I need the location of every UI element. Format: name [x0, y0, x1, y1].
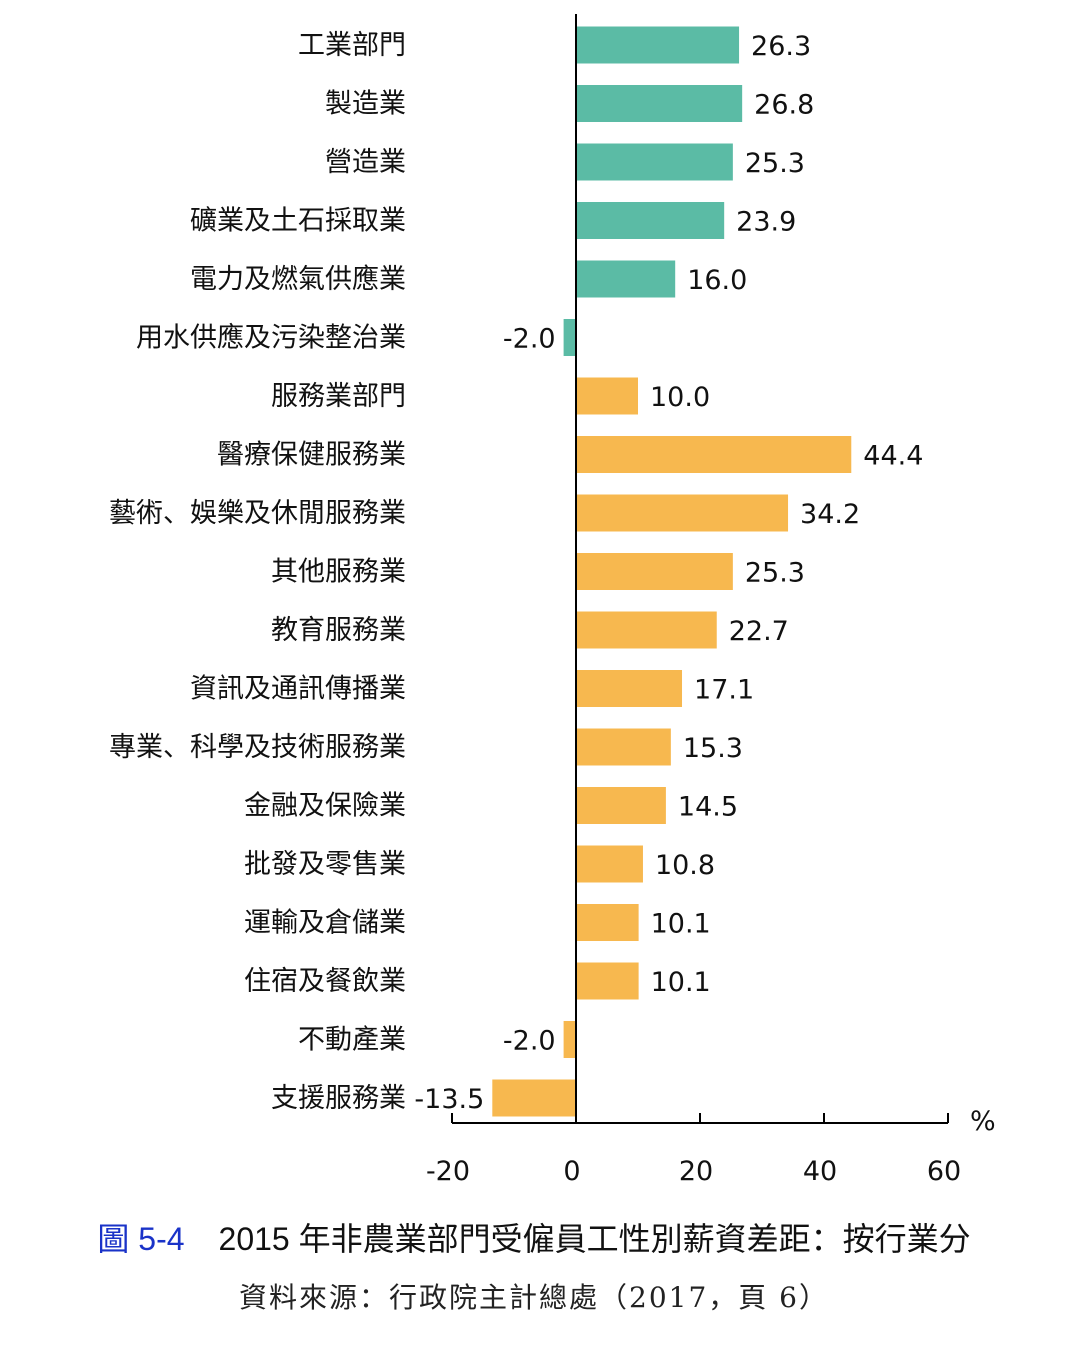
category-label: 教育服務業 — [271, 615, 406, 646]
category-label: 營造業 — [325, 147, 406, 178]
value-label: 17.1 — [694, 675, 754, 706]
bar — [576, 611, 717, 649]
value-label: 10.0 — [650, 382, 710, 413]
bar — [576, 202, 725, 239]
x-tick-label: 20 — [679, 1156, 713, 1187]
title-text: 2015 年非農業部門受僱員工性別薪資差距：按行業分 — [218, 1221, 971, 1257]
x-tick-label: 0 — [563, 1156, 580, 1187]
x-tick-label: 40 — [803, 1156, 837, 1187]
value-label: -2.0 — [503, 324, 556, 355]
value-label: 34.2 — [800, 499, 860, 530]
value-label: 16.0 — [687, 265, 747, 296]
value-label: 10.8 — [655, 850, 715, 881]
bar — [576, 962, 639, 1000]
bar — [576, 26, 740, 64]
value-label: 25.3 — [745, 558, 805, 589]
category-label: 礦業及土石採取業 — [190, 206, 406, 237]
value-label: -13.5 — [414, 1084, 484, 1115]
bar — [576, 787, 666, 824]
bar — [576, 553, 733, 590]
category-label: 醫療保健服務業 — [217, 440, 406, 471]
bar — [563, 1021, 576, 1058]
bar — [563, 319, 576, 356]
bar — [576, 728, 671, 766]
category-label: 資訊及通訊傳播業 — [190, 674, 406, 705]
value-label: 23.9 — [736, 207, 796, 238]
bar — [576, 377, 638, 415]
x-tick-label: 60 — [927, 1156, 961, 1187]
bar — [576, 845, 643, 883]
value-label: 44.4 — [863, 441, 923, 472]
bar — [576, 143, 733, 181]
bar — [576, 260, 676, 298]
category-label: 住宿及餐飲業 — [244, 966, 406, 997]
value-label: 26.8 — [754, 90, 814, 121]
bar — [492, 1079, 576, 1117]
category-label: 用水供應及污染整治業 — [136, 323, 406, 354]
x-tick-label: -20 — [426, 1156, 470, 1187]
value-label: 25.3 — [745, 148, 805, 179]
bar — [576, 494, 789, 532]
chart-title: 圖 5-4 2015 年非農業部門受僱員工性別薪資差距：按行業分 — [0, 1214, 1068, 1260]
bar — [576, 436, 852, 473]
bar — [576, 85, 743, 122]
value-label: 14.5 — [678, 792, 738, 823]
category-label: 工業部門 — [298, 30, 406, 61]
category-label: 製造業 — [325, 89, 406, 120]
bar — [576, 670, 683, 707]
category-label: 服務業部門 — [271, 381, 406, 412]
category-label: 金融及保險業 — [244, 791, 406, 822]
value-label: 26.3 — [751, 31, 811, 62]
category-label: 專業、科學及技術服務業 — [109, 732, 406, 763]
source-note: 資料來源：行政院主計總處（2017，頁 6） — [239, 1281, 829, 1314]
value-label: 10.1 — [651, 909, 711, 940]
category-label: 運輸及倉儲業 — [244, 908, 406, 939]
value-label: 15.3 — [683, 733, 743, 764]
x-axis-unit: % — [970, 1106, 996, 1137]
category-label: 藝術、娛樂及休閒服務業 — [109, 498, 406, 529]
bar-chart: 工業部門 26.3 製造業 26.8 營造業 25.3 礦業及土石採取業 23.9 電力及燃氣供… — [109, 14, 996, 1187]
value-label: 22.7 — [729, 616, 789, 647]
category-label: 不動產業 — [298, 1025, 406, 1056]
category-label: 支援服務業 — [271, 1083, 406, 1114]
category-label: 批發及零售業 — [244, 849, 406, 880]
category-label: 其他服務業 — [271, 557, 406, 588]
value-label: -2.0 — [503, 1026, 556, 1057]
category-label: 電力及燃氣供應業 — [190, 264, 406, 295]
figure-label: 圖 5-4 — [97, 1221, 185, 1257]
value-label: 10.1 — [651, 967, 711, 998]
bar — [576, 904, 639, 941]
